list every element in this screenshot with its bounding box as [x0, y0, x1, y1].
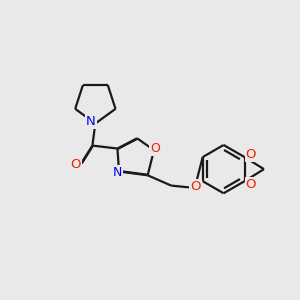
Text: O: O	[190, 180, 201, 193]
Text: O: O	[151, 142, 160, 155]
Text: O: O	[246, 178, 256, 191]
Text: N: N	[113, 167, 122, 179]
Text: N: N	[86, 115, 96, 128]
Text: O: O	[71, 158, 81, 171]
Text: O: O	[246, 148, 256, 160]
